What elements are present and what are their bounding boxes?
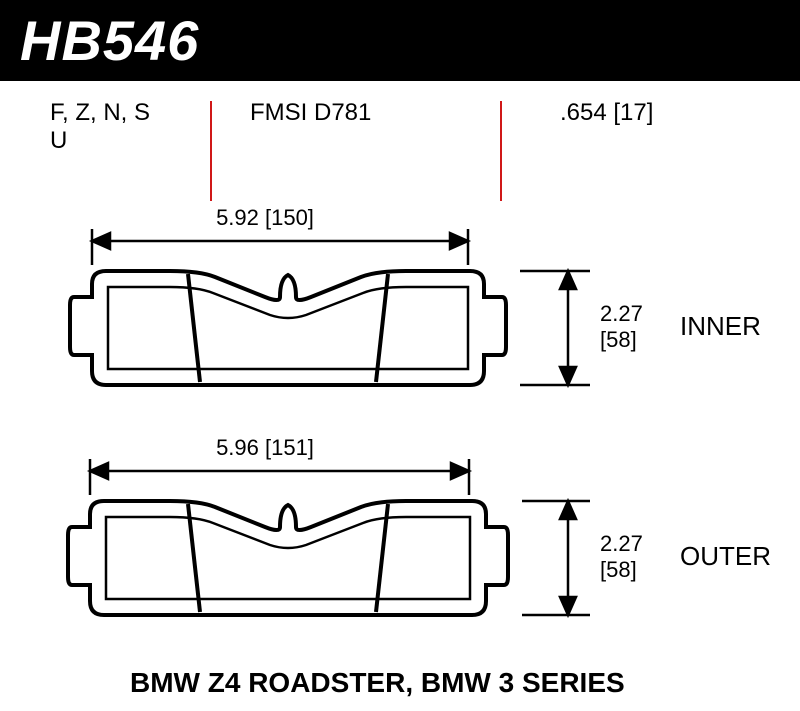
red-divider-1 bbox=[210, 101, 212, 201]
inner-height-in: 2.27 bbox=[600, 301, 643, 327]
header-bar: HB546 bbox=[0, 0, 800, 81]
compounds-line1: F, Z, N, S bbox=[50, 99, 190, 127]
outer-height-mm: [58] bbox=[600, 557, 643, 583]
inner-side-label: INNER bbox=[680, 311, 761, 342]
outer-pad-group: 5.96 [151] bbox=[0, 441, 800, 641]
inner-height-mm: [58] bbox=[600, 327, 643, 353]
compounds-column: F, Z, N, S U bbox=[50, 99, 190, 155]
application-label: BMW Z4 ROADSTER, BMW 3 SERIES bbox=[130, 667, 625, 699]
diagram-area: 5.92 [150] bbox=[0, 211, 800, 671]
red-divider-2 bbox=[500, 101, 502, 201]
outer-height-label: 2.27 [58] bbox=[600, 531, 643, 583]
inner-pad-group: 5.92 [150] bbox=[0, 211, 800, 411]
inner-height-label: 2.27 [58] bbox=[600, 301, 643, 353]
thickness-column: .654 [17] bbox=[560, 99, 653, 127]
fmsi-column: FMSI D781 bbox=[250, 99, 371, 127]
outer-side-label: OUTER bbox=[680, 541, 771, 572]
outer-height-in: 2.27 bbox=[600, 531, 643, 557]
compounds-line2: U bbox=[50, 127, 190, 155]
content-area: F, Z, N, S U FMSI D781 .654 [17] 5.92 [1… bbox=[0, 81, 800, 711]
part-number: HB546 bbox=[20, 9, 199, 72]
